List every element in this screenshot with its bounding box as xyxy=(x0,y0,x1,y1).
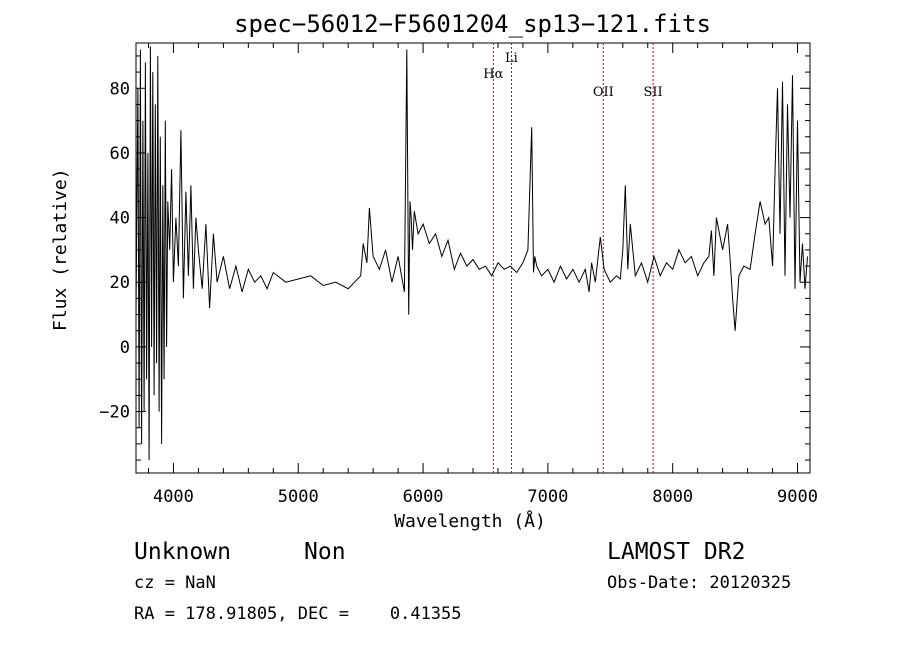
spectrum-line xyxy=(136,46,808,461)
line-marker-label: OII xyxy=(593,85,614,100)
y-tick-label: 60 xyxy=(110,144,130,164)
redshift-value: cz = NaN xyxy=(134,573,216,593)
coordinates: RA = 178.91805, DEC = 0.41355 xyxy=(134,604,462,624)
obs-date: Obs-Date: 20120325 xyxy=(607,573,792,593)
line-marker-label: SII xyxy=(644,85,663,100)
x-tick-label: 4000 xyxy=(153,487,194,507)
plot-frame xyxy=(135,42,811,474)
line-marker-label: Li xyxy=(505,51,518,66)
y-tick-label: −20 xyxy=(99,403,130,423)
line-marker-label: Hα xyxy=(483,67,503,82)
x-axis-label: Wavelength (Å) xyxy=(394,511,546,532)
object-class: Unknown xyxy=(134,539,231,565)
plot-border xyxy=(135,42,811,474)
x-axis: 4000 5000 6000 7000 8000 9000 xyxy=(147,43,818,507)
x-tick-label: 8000 xyxy=(652,487,693,507)
survey-label: LAMOST DR2 xyxy=(607,539,746,565)
y-axis: −20 0 20 40 60 80 xyxy=(99,55,810,461)
x-tick-label: 9000 xyxy=(777,487,818,507)
y-axis-label: Flux (relative) xyxy=(50,168,71,331)
y-tick-label: 0 xyxy=(120,338,130,358)
y-tick-label: 80 xyxy=(110,79,130,99)
chart-title: spec−56012−F5601204_sp13−121.fits xyxy=(234,10,711,38)
object-subclass: Non xyxy=(304,539,346,565)
y-tick-label: 40 xyxy=(110,209,130,229)
y-tick-label: 20 xyxy=(110,273,130,293)
x-tick-label: 6000 xyxy=(403,487,444,507)
x-tick-label: 7000 xyxy=(527,487,568,507)
spectrum-series xyxy=(136,46,808,461)
x-tick-label: 5000 xyxy=(278,487,319,507)
